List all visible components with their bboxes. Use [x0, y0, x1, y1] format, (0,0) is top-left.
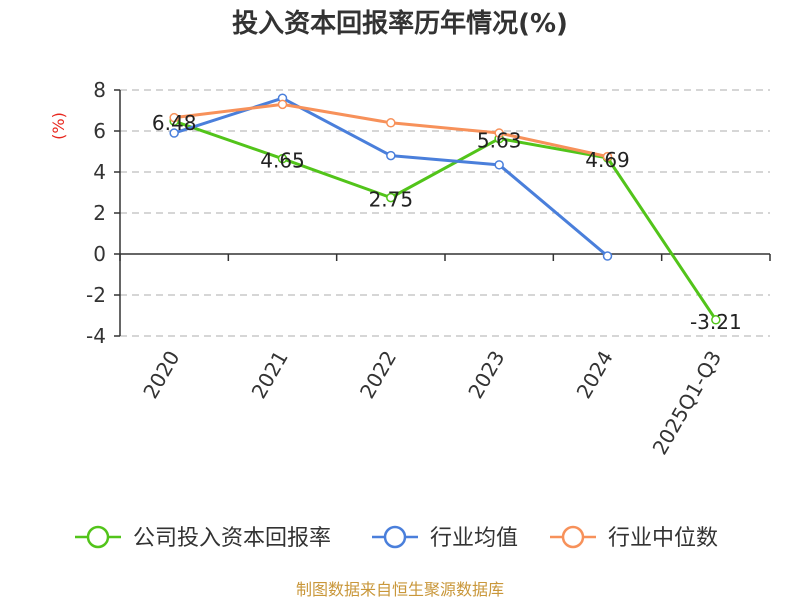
data-label: 2.75: [369, 188, 414, 212]
legend-marker-icon: [383, 525, 407, 549]
series-line-1: [173, 119, 718, 321]
y-tick-label: -4: [86, 324, 106, 348]
data-label: 4.69: [585, 148, 630, 172]
data-point[interactable]: [494, 160, 504, 170]
x-tick-label: 2025Q1-Q3: [647, 347, 726, 459]
data-point[interactable]: [711, 315, 721, 325]
label-layer: 6.48 4.65 2.75 5.63 4.69 -3.21: [152, 111, 742, 334]
data-point[interactable]: [169, 128, 179, 138]
legend-marker-icon: [561, 525, 585, 549]
y-tick-label: 6: [93, 119, 106, 143]
x-tick-label: 2024: [572, 347, 618, 403]
grid-layer: [120, 89, 770, 337]
data-point[interactable]: [277, 153, 288, 164]
y-tick-label: 2: [93, 201, 106, 225]
data-point[interactable]: [602, 151, 613, 162]
data-point[interactable]: [386, 118, 396, 128]
y-tick-label: 8: [93, 78, 106, 102]
data-label: 5.63: [477, 129, 522, 153]
y-tick-label: -2: [86, 283, 106, 307]
legend-label[interactable]: 行业均值: [430, 526, 518, 551]
source-footer: 制图数据来自恒生聚源数据库: [296, 580, 504, 599]
x-tick-label: 2022: [355, 347, 401, 403]
legend-label[interactable]: 行业中位数: [608, 526, 718, 551]
x-tick-label: 2021: [247, 347, 293, 403]
y-axis-unit-label: (%): [49, 112, 68, 140]
data-label: 6.48: [152, 111, 197, 135]
x-tick-label: 2023: [463, 347, 509, 403]
data-point[interactable]: [169, 112, 179, 123]
data-point[interactable]: [602, 251, 613, 261]
legend: 公司投入资本回报率 行业均值 行业中位数: [75, 525, 718, 551]
y-tick-label: 4: [93, 160, 106, 184]
data-point[interactable]: [494, 128, 504, 138]
x-tick-label: 2020: [138, 347, 184, 403]
legend-label[interactable]: 公司投入资本回报率: [133, 526, 331, 551]
data-label: 4.65: [260, 149, 305, 173]
series-layer: [169, 93, 721, 325]
y-tick-label: 0: [93, 242, 106, 266]
legend-marker-icon: [86, 525, 110, 549]
data-point[interactable]: [277, 99, 288, 110]
data-point[interactable]: [386, 192, 396, 203]
data-point[interactable]: [386, 150, 396, 161]
data-label: -3.21: [690, 310, 742, 334]
chart-title: 投入资本回报率历年情况(%): [232, 8, 568, 39]
